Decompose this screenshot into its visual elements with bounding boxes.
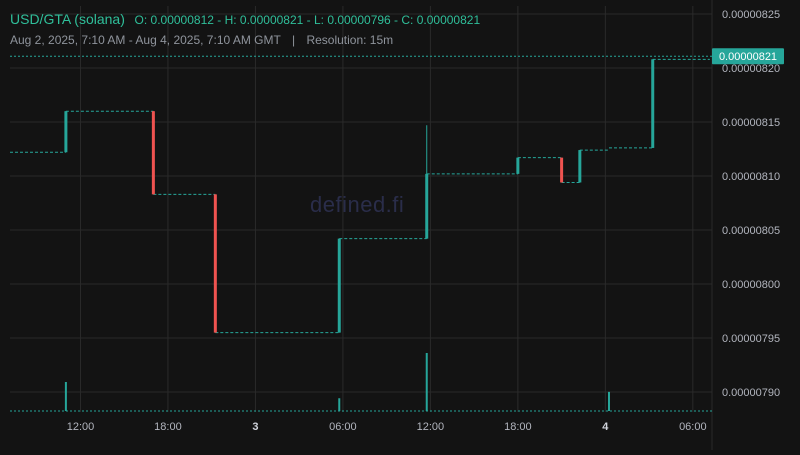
x-tick-label: 18:00 — [504, 421, 532, 433]
last-price-badge — [712, 48, 784, 65]
candle-body — [578, 150, 582, 183]
candle-body — [337, 238, 341, 333]
y-tick-label: 0.00000810 — [722, 171, 780, 183]
separator: | — [291, 33, 296, 47]
x-tick-label: 12:00 — [417, 421, 445, 433]
candle-body — [425, 173, 429, 239]
candle-body — [651, 59, 655, 148]
y-tick-label: 0.00000790 — [722, 387, 780, 399]
y-tick-label: 0.00000820 — [722, 63, 780, 75]
watermark-logo: defined.fi — [310, 192, 405, 217]
y-tick-label: 0.00000800 — [722, 279, 780, 291]
y-tick-label: 0.00000825 — [722, 9, 780, 21]
volume-bar — [607, 391, 610, 411]
candle-body — [560, 157, 564, 183]
volume-bar — [64, 382, 67, 411]
ohlc-readout: O: 0.00000812 - H: 0.00000821 - L: 0.000… — [134, 13, 481, 27]
x-tick-label: 18:00 — [154, 421, 182, 433]
volume-bar — [425, 353, 428, 411]
y-tick-label: 0.00000815 — [722, 117, 780, 129]
x-tick-label: 4 — [602, 421, 609, 433]
pair-title: USD/GTA (solana) — [10, 11, 125, 27]
date-range: Aug 2, 2025, 7:10 AM - Aug 4, 2025, 7:10… — [10, 33, 281, 47]
candle-body — [516, 157, 520, 174]
volume-bar — [338, 398, 341, 411]
candle-body — [64, 111, 68, 153]
chart-header: USD/GTA (solana) O: 0.00000812 - H: 0.00… — [10, 11, 480, 28]
x-tick-label: 06:00 — [329, 421, 357, 433]
y-tick-label: 0.00000795 — [722, 333, 780, 345]
last-price-label: 0.00000821 — [719, 51, 777, 63]
resolution-label: Resolution: 15m — [306, 33, 394, 47]
candle-body — [213, 194, 217, 333]
x-tick-label: 3 — [252, 421, 258, 433]
y-tick-label: 0.00000805 — [722, 225, 780, 237]
candle-body — [151, 111, 155, 195]
x-tick-label: 12:00 — [67, 421, 95, 433]
x-tick-label: 06:00 — [679, 421, 707, 433]
chart-subheader: Aug 2, 2025, 7:10 AM - Aug 4, 2025, 7:10… — [10, 33, 393, 47]
